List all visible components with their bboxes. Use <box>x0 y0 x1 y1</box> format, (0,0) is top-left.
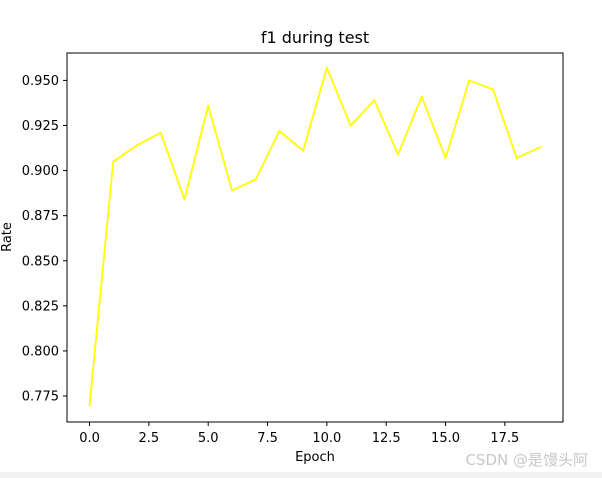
data-point <box>278 129 281 132</box>
x-tick-label: 7.5 <box>257 431 278 446</box>
data-point <box>491 88 494 91</box>
data-point <box>539 146 542 149</box>
data-point <box>302 149 305 152</box>
x-tick-label: 15.0 <box>431 431 460 446</box>
y-tick-label: 0.950 <box>22 74 59 89</box>
plot-area <box>67 53 563 422</box>
y-tick-label: 0.800 <box>22 344 59 359</box>
data-point <box>515 156 518 159</box>
y-tick-label: 0.825 <box>22 299 59 314</box>
x-axis-label: Epoch <box>295 450 335 465</box>
y-tick-label: 0.875 <box>22 209 59 224</box>
data-point <box>420 95 423 98</box>
data-point <box>183 198 186 201</box>
data-point <box>230 189 233 192</box>
data-point <box>254 178 257 181</box>
data-point <box>325 66 328 69</box>
y-tick-label: 0.775 <box>22 390 59 405</box>
x-tick-label: 0.0 <box>79 431 100 446</box>
chart-title: f1 during test <box>261 28 369 47</box>
data-point <box>136 144 139 147</box>
data-point <box>468 79 471 82</box>
x-tick-label: 5.0 <box>198 431 219 446</box>
plot-frame <box>66 52 564 423</box>
y-tick-label: 0.925 <box>22 119 59 134</box>
series-line <box>88 66 542 407</box>
series-layer <box>88 66 542 407</box>
data-point <box>112 160 115 163</box>
data-point <box>159 131 162 134</box>
x-axis-ticks: 0.0 2.5 5.0 7.5 10.0 12.5 15.0 17.5 <box>79 422 519 446</box>
data-point <box>349 124 352 127</box>
y-tick-label: 0.850 <box>22 254 59 269</box>
y-tick-label: 0.900 <box>22 164 59 179</box>
data-point <box>397 153 400 156</box>
data-point <box>373 99 376 102</box>
y-axis-label: Rate <box>0 222 15 252</box>
data-point <box>207 104 210 107</box>
x-tick-label: 10.0 <box>312 431 341 446</box>
x-tick-label: 12.5 <box>372 431 401 446</box>
watermark-text: CSDN @是馒头阿 <box>465 451 588 469</box>
x-tick-label: 2.5 <box>139 431 160 446</box>
y-axis-ticks: 0.775 0.800 0.825 0.850 0.875 0.900 0.925 0.950 <box>22 74 67 405</box>
x-tick-label: 17.5 <box>490 431 519 446</box>
data-point <box>444 156 447 159</box>
data-point <box>88 404 91 407</box>
bottom-strip <box>0 472 602 478</box>
